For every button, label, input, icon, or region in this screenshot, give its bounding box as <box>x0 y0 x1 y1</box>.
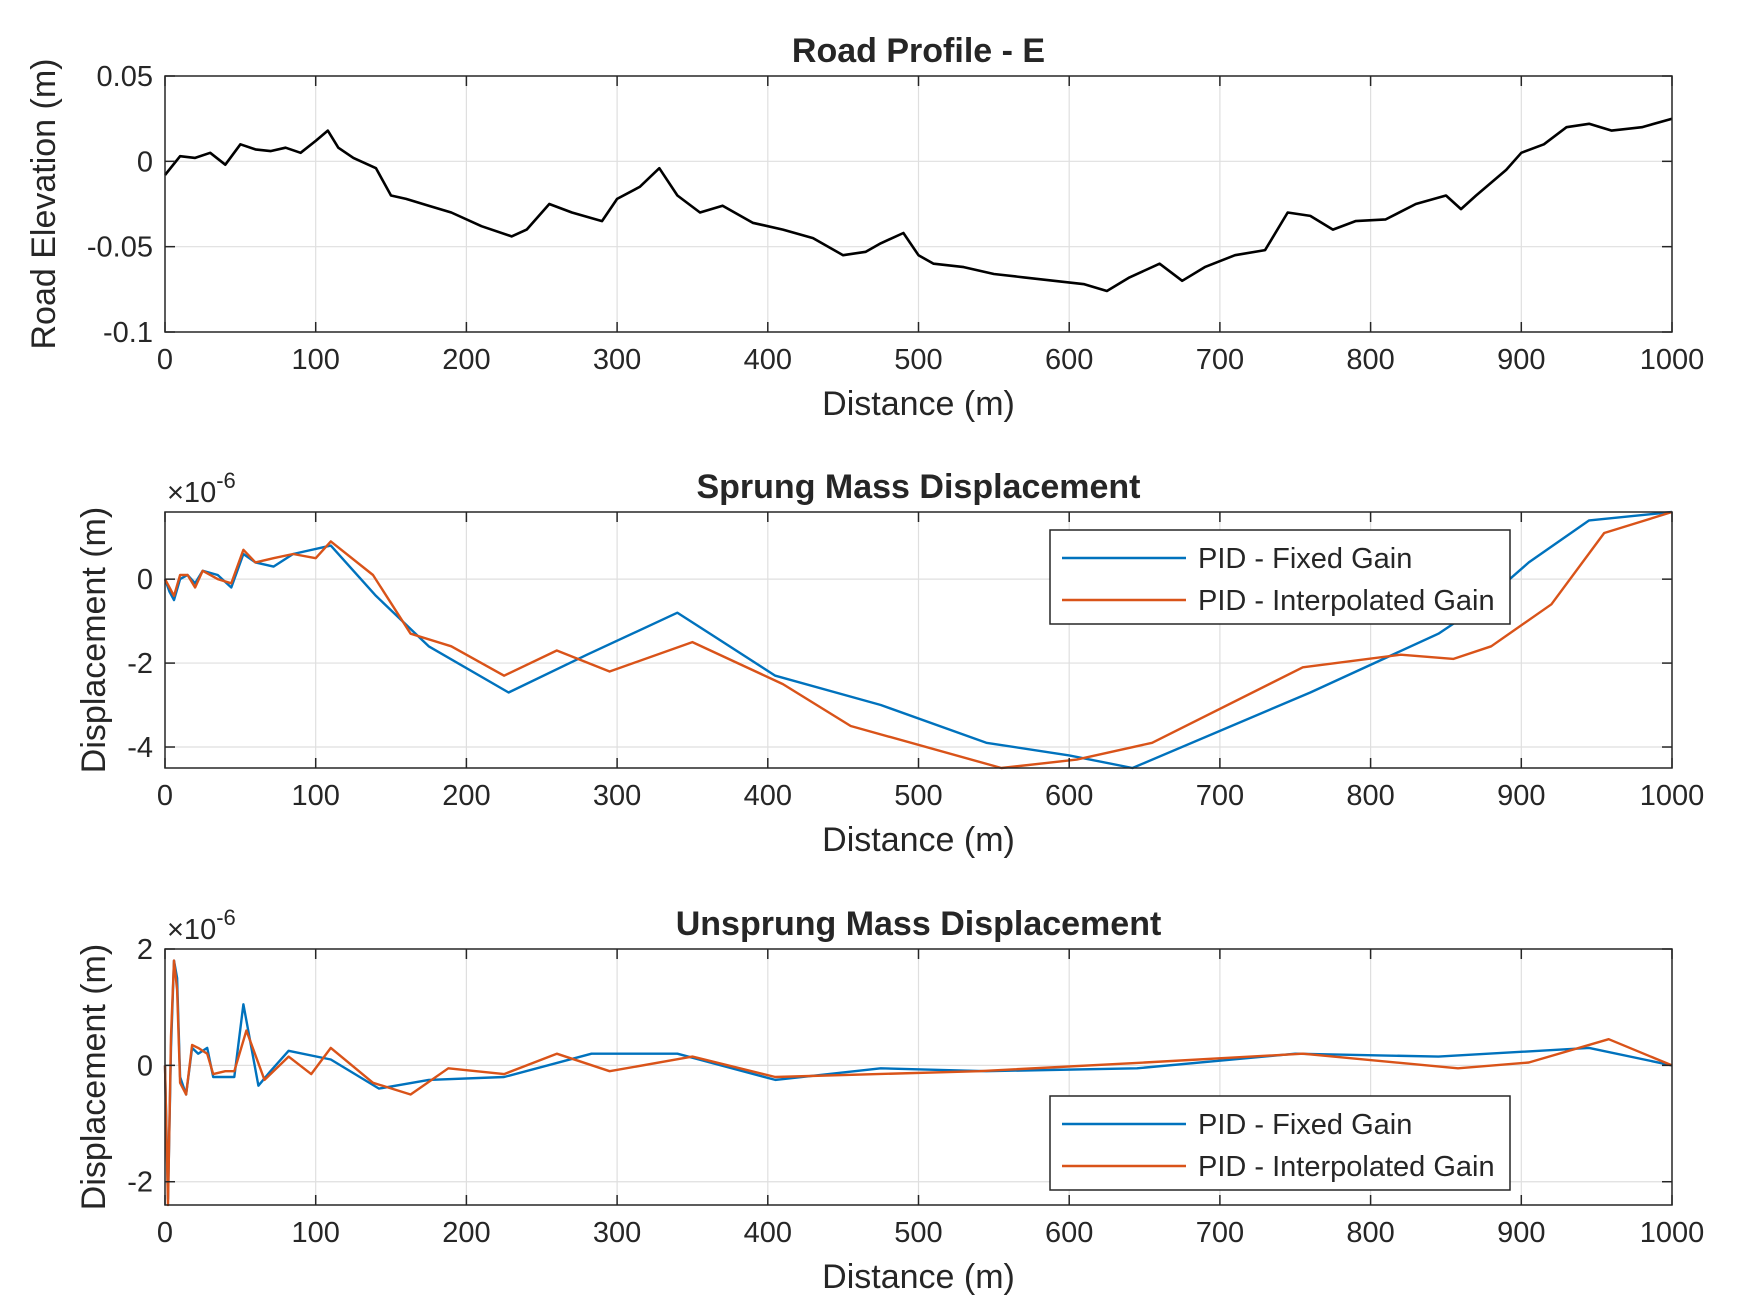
x-tick-label: 0 <box>157 780 173 812</box>
y-tick-label: -0.1 <box>103 317 153 349</box>
x-tick-label: 800 <box>1346 1217 1394 1249</box>
x-tick-label: 600 <box>1045 1217 1093 1249</box>
axis-exponent: ×10-6 <box>167 905 236 946</box>
x-tick-label: 100 <box>292 1217 340 1249</box>
axis-exponent: ×10-6 <box>167 468 236 509</box>
unsprung-mass-panel: 0 100 200 300 400 500 600 700 800 900 100020-2Unsp… <box>75 905 1704 1296</box>
x-axis-label: Distance (m) <box>822 1258 1015 1296</box>
x-tick-label: 1000 <box>1640 780 1705 812</box>
y-tick-label: -4 <box>127 732 153 764</box>
x-tick-label: 0 <box>157 1217 173 1249</box>
sprung-mass-panel: 0 100 200 300 400 500 600 700 800 900 1000 0 -2 -4 Spr… <box>75 468 1704 859</box>
x-tick-label: 300 <box>593 344 641 376</box>
x-tick-label: 900 <box>1497 1217 1545 1249</box>
x-tick-label: 700 <box>1196 344 1244 376</box>
y-tick-label: -2 <box>127 648 153 680</box>
x-tick-label: 300 <box>593 1217 641 1249</box>
x-tick-label: 600 <box>1045 344 1093 376</box>
x-tick-label: 400 <box>744 1217 792 1249</box>
series-line <box>163 959 1673 1207</box>
legend-box <box>1049 1095 1511 1191</box>
legend-box <box>1049 529 1511 625</box>
x-tick-label: 100 <box>292 780 340 812</box>
y-axis-label: Displacement (m) <box>75 944 113 1210</box>
x-tick-label: 700 <box>1196 780 1244 812</box>
x-tick-label: 400 <box>744 780 792 812</box>
legend-label: PID - Fixed Gain <box>1198 1109 1412 1141</box>
chart-title: Road Profile - E <box>792 32 1045 70</box>
legend: PID - Fixed Gain PID - Interpolated Gain <box>1049 1095 1511 1191</box>
chart-title: Unsprung Mass Displacement <box>676 905 1162 943</box>
y-tick-label: -0.05 <box>87 232 153 264</box>
x-tick-label: 200 <box>442 344 490 376</box>
y-tick-label: 0 <box>137 564 153 596</box>
series-line <box>163 117 1673 293</box>
x-tick-label: 400 <box>744 344 792 376</box>
x-tick-label: 800 <box>1346 344 1394 376</box>
y-tick-label: 0 <box>137 1050 153 1082</box>
x-tick-label: 900 <box>1497 344 1545 376</box>
x-tick-label: 500 <box>894 344 942 376</box>
x-tick-label: 300 <box>593 780 641 812</box>
y-axis-label: Road Elevation (m) <box>25 58 63 349</box>
y-tick-label: 2 <box>137 934 153 966</box>
x-tick-label: 500 <box>894 1217 942 1249</box>
x-tick-label: 500 <box>894 780 942 812</box>
y-tick-label: -2 <box>127 1167 153 1199</box>
series-line <box>163 510 1673 770</box>
x-axis-label: Distance (m) <box>822 821 1015 859</box>
legend-label: PID - Interpolated Gain <box>1198 1151 1495 1183</box>
y-axis-label: Displacement (m) <box>75 507 113 773</box>
legend-label: PID - Fixed Gain <box>1198 543 1412 575</box>
y-tick-label: 0 <box>137 146 153 178</box>
road-profile-panel: 0 100 200 300 400 500 600 700 800 900 10000.050-0.… <box>25 32 1704 423</box>
x-tick-label: 600 <box>1045 780 1093 812</box>
x-tick-label: 200 <box>442 780 490 812</box>
x-tick-label: 700 <box>1196 1217 1244 1249</box>
x-tick-label: 800 <box>1346 780 1394 812</box>
x-tick-label: 1000 <box>1640 1217 1705 1249</box>
y-tick-label: 0.05 <box>97 61 153 93</box>
x-tick-label: 200 <box>442 1217 490 1249</box>
x-axis-label: Distance (m) <box>822 385 1015 423</box>
chart-title: Sprung Mass Displacement <box>696 468 1140 506</box>
x-tick-label: 0 <box>157 344 173 376</box>
x-tick-label: 900 <box>1497 780 1545 812</box>
x-tick-label: 1000 <box>1640 344 1705 376</box>
x-tick-label: 100 <box>292 344 340 376</box>
legend: PID - Fixed Gain PID - Interpolated Gain <box>1049 529 1511 625</box>
legend-label: PID - Interpolated Gain <box>1198 585 1495 617</box>
